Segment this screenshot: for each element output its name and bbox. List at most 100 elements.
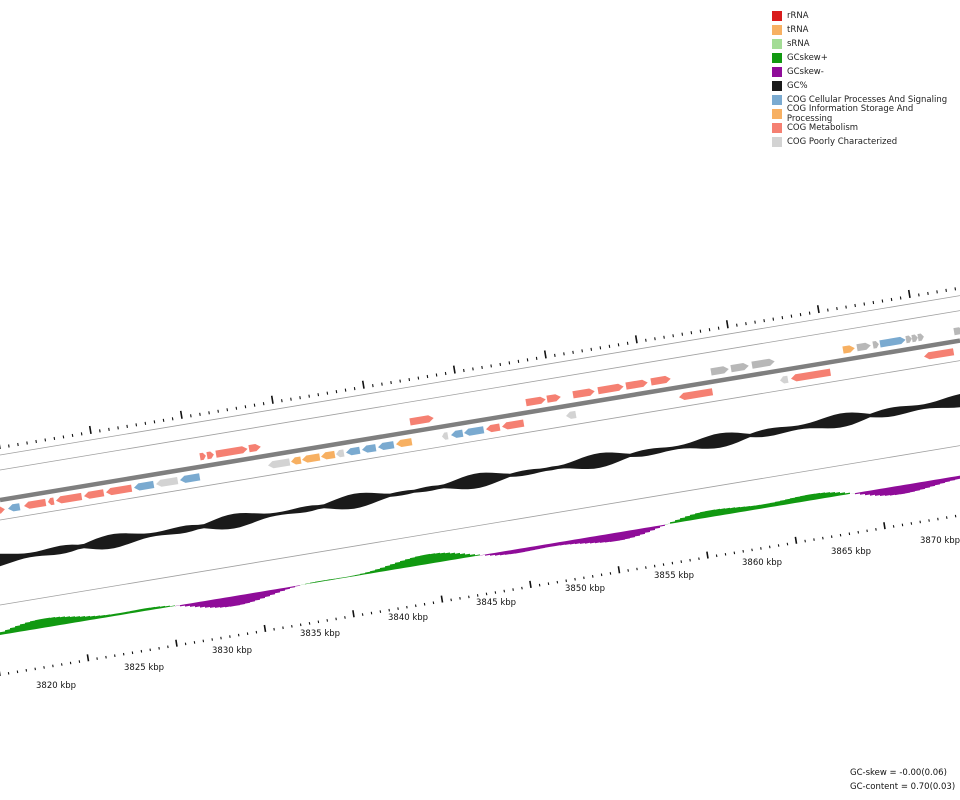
gene-arrow [24, 498, 47, 509]
gc-skew-minus-segment [950, 476, 955, 481]
gc-skew-minus-segment [560, 541, 565, 546]
major-tick [352, 610, 355, 618]
minor-tick [153, 420, 156, 424]
genome-backbone [0, 338, 960, 503]
gc-skew-minus-segment [525, 547, 530, 552]
gc-skew-minus-segment [225, 596, 230, 608]
gc-skew-minus-segment [250, 592, 255, 603]
gc-skew-plus-segment [685, 515, 690, 522]
track-line [0, 360, 960, 521]
gc-skew-plus-segment [405, 558, 410, 568]
gene-arrow [215, 446, 248, 458]
gene-arrow [302, 453, 321, 463]
tick-label: 3840 kbp [388, 613, 428, 623]
gc-skew-plus-segment [25, 622, 30, 631]
major-tick [725, 320, 729, 329]
gc-skew-minus-segment [620, 531, 625, 541]
minor-tick [414, 604, 417, 608]
gene-arrow [572, 388, 595, 399]
legend-item-srna: sRNA [772, 37, 960, 51]
minor-tick [71, 433, 74, 437]
minor-tick [499, 362, 502, 366]
legend-item-rrna: rRNA [772, 9, 960, 23]
gene-arrow [730, 363, 749, 373]
legend-swatch [772, 67, 782, 77]
gene-arrow [842, 345, 855, 354]
gc-skew-plus-segment [35, 619, 40, 630]
gc-skew-plus-segment [695, 512, 700, 520]
minor-tick [751, 548, 753, 552]
gc-skew-minus-segment [915, 482, 920, 492]
gene-arrow [872, 341, 879, 349]
gc-skew-plus-segment [120, 612, 125, 616]
minor-tick [626, 341, 629, 345]
gene-arrow [924, 348, 955, 360]
minor-tick [581, 349, 583, 353]
minor-tick [754, 320, 756, 324]
gene-arrow [856, 342, 871, 352]
gc-skew-plus-segment [330, 578, 335, 581]
minor-tick [708, 328, 711, 332]
minor-tick [836, 307, 838, 311]
major-tick [634, 335, 638, 344]
major-tick [794, 536, 798, 544]
minor-tick [417, 376, 420, 380]
gene-arrow [953, 327, 960, 336]
gc-skew-plus-segment [425, 553, 430, 565]
major-tick [907, 289, 911, 299]
major-tick [86, 654, 90, 662]
gene-arrow [597, 383, 624, 395]
minor-tick [733, 551, 736, 555]
gene-arrow [525, 396, 546, 407]
minor-tick [690, 331, 693, 335]
gene-arrow [451, 429, 464, 438]
tick-label: 3850 kbp [565, 584, 605, 594]
minor-tick [945, 516, 948, 519]
minor-tick [599, 346, 602, 350]
major-tick [816, 305, 820, 314]
gc-skew-minus-segment [215, 598, 220, 608]
gc-skew-minus-segment [885, 487, 890, 496]
minor-tick [390, 381, 392, 385]
minor-tick [472, 367, 474, 371]
minor-tick [790, 314, 793, 318]
gc-skew-plus-segment [345, 576, 350, 578]
minor-tick [936, 290, 938, 294]
gc-skew-plus-segment [415, 555, 420, 567]
minor-tick [399, 379, 401, 383]
gc-skew-minus-segment [180, 604, 185, 607]
gc-skew-plus-segment [105, 614, 110, 618]
minor-tick [450, 598, 452, 602]
gene-arrow [791, 368, 831, 382]
minor-tick [698, 557, 700, 561]
gc-skew-minus-segment [580, 537, 585, 544]
major-tick [270, 395, 274, 404]
minor-tick [162, 418, 165, 422]
gc-skew-minus-segment [255, 591, 260, 601]
gene-arrow [502, 419, 525, 430]
gene-arrow [56, 492, 83, 504]
gene-arrow [48, 497, 55, 506]
gc-skew-minus-segment [855, 492, 860, 495]
gc-skew-plus-segment [385, 565, 390, 572]
gc-skew-minus-segment [865, 490, 870, 496]
gc-skew-plus-segment [360, 573, 365, 576]
gc-skew-minus-segment [655, 525, 660, 529]
gc-skew-plus-segment [465, 553, 470, 558]
tick-label: 3855 kbp [654, 571, 694, 581]
legend-swatch [772, 123, 782, 133]
major-tick [175, 639, 178, 647]
gc-skew-plus-segment [665, 523, 670, 525]
major-tick [88, 425, 92, 435]
minor-tick [26, 441, 28, 445]
legend-swatch [772, 39, 782, 49]
gc-skew-plot [0, 475, 960, 635]
gc-skew-plus-segment [355, 574, 360, 577]
gene-arrow [442, 432, 449, 440]
gc-skew-minus-segment [880, 488, 885, 496]
gc-skew-minus-segment [890, 486, 895, 496]
gc-skew-plus-segment [150, 606, 155, 611]
gene-arrow [879, 336, 906, 348]
major-tick [440, 595, 444, 603]
